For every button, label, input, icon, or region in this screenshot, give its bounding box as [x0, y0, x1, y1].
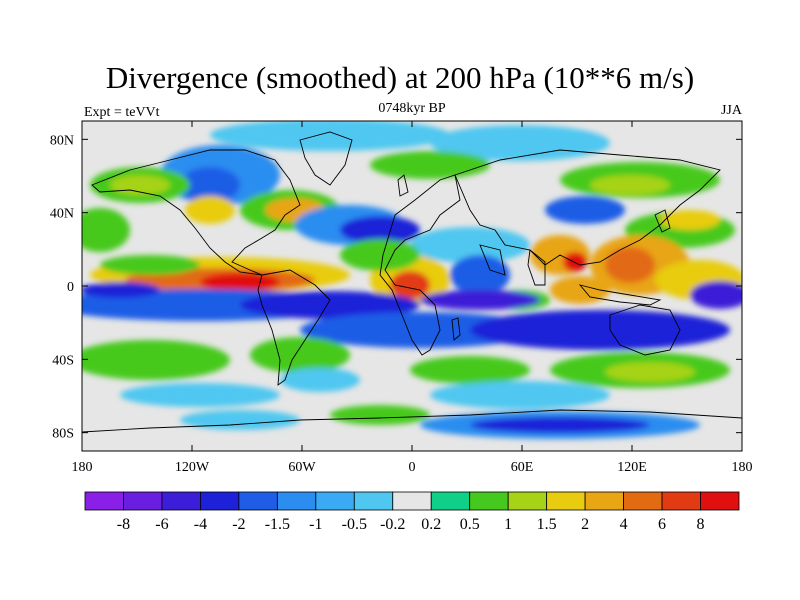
x-tick-label: 0 [409, 460, 416, 475]
colorbar-label: 6 [658, 516, 666, 533]
colorbar-label: 2 [581, 516, 589, 533]
x-tick-label: 60W [288, 460, 316, 475]
colorbar-label: -6 [155, 516, 168, 533]
y-tick-label: 80N [50, 133, 74, 148]
season-label: JJA [720, 103, 742, 118]
colorbar-label: 0.2 [421, 516, 441, 533]
axis-ticks: 180 120W 60W 0 60E 120E 180 80N 40N 0 40S 80S [50, 121, 753, 475]
colorbar-swatch [84, 491, 124, 511]
colorbar-label: -0.5 [342, 516, 367, 533]
colorbar-swatch [123, 491, 163, 511]
x-tick-label: 180 [732, 460, 753, 475]
colorbar-swatch [200, 491, 240, 511]
y-tick-label: 40S [52, 353, 74, 368]
y-tick-label: 40N [50, 207, 74, 222]
colorbar-label: 8 [697, 516, 705, 533]
colorbar-label: -1.5 [265, 516, 290, 533]
colorbar-label: -2 [232, 516, 245, 533]
colorbar-label: 1.5 [537, 516, 557, 533]
colorbar-swatch [507, 491, 548, 511]
colorbar-label: 1 [504, 516, 512, 533]
x-tick-label: 120W [175, 460, 210, 475]
colorbar-swatch [161, 491, 201, 511]
colorbar-swatch [430, 491, 471, 511]
colorbar-swatch [238, 491, 278, 511]
colorbar-swatch [353, 491, 394, 511]
x-tick-label: 120E [617, 460, 647, 475]
colorbar-label: -8 [117, 516, 130, 533]
colorbar-swatch [469, 491, 509, 511]
x-tick-label: 60E [511, 460, 534, 475]
colorbar-swatch [315, 491, 355, 511]
period-label: 0748kyr BP [378, 101, 446, 116]
colorbar-swatch [546, 491, 586, 511]
y-tick-label: 80S [52, 427, 74, 442]
map-field [82, 121, 742, 451]
colorbar-swatch [276, 491, 317, 511]
colorbar-label: -1 [309, 516, 322, 533]
colorbar-swatch [623, 491, 663, 511]
chart-title: Divergence (smoothed) at 200 hPa (10**6 … [105, 60, 695, 95]
colorbar-swatch [392, 491, 432, 511]
divergence-field-blobs [82, 121, 742, 439]
colorbar-label: 4 [620, 516, 628, 533]
colorbar-swatch [584, 491, 624, 511]
x-tick-label: 180 [72, 460, 93, 475]
colorbar: -8 -6 -4 -2 -1.5 -1 -0.5 -0.2 0.2 0.5 1 1.5 2 4 6 8 [84, 491, 740, 533]
colorbar-label: 0.5 [460, 516, 480, 533]
experiment-label: Expt = teVVt [84, 105, 160, 120]
y-tick-label: 0 [67, 280, 74, 295]
colorbar-swatch [661, 491, 701, 511]
coastlines [82, 131, 742, 433]
colorbar-label: -0.2 [380, 516, 405, 533]
colorbar-swatch [700, 491, 740, 511]
colorbar-label: -4 [194, 516, 207, 533]
